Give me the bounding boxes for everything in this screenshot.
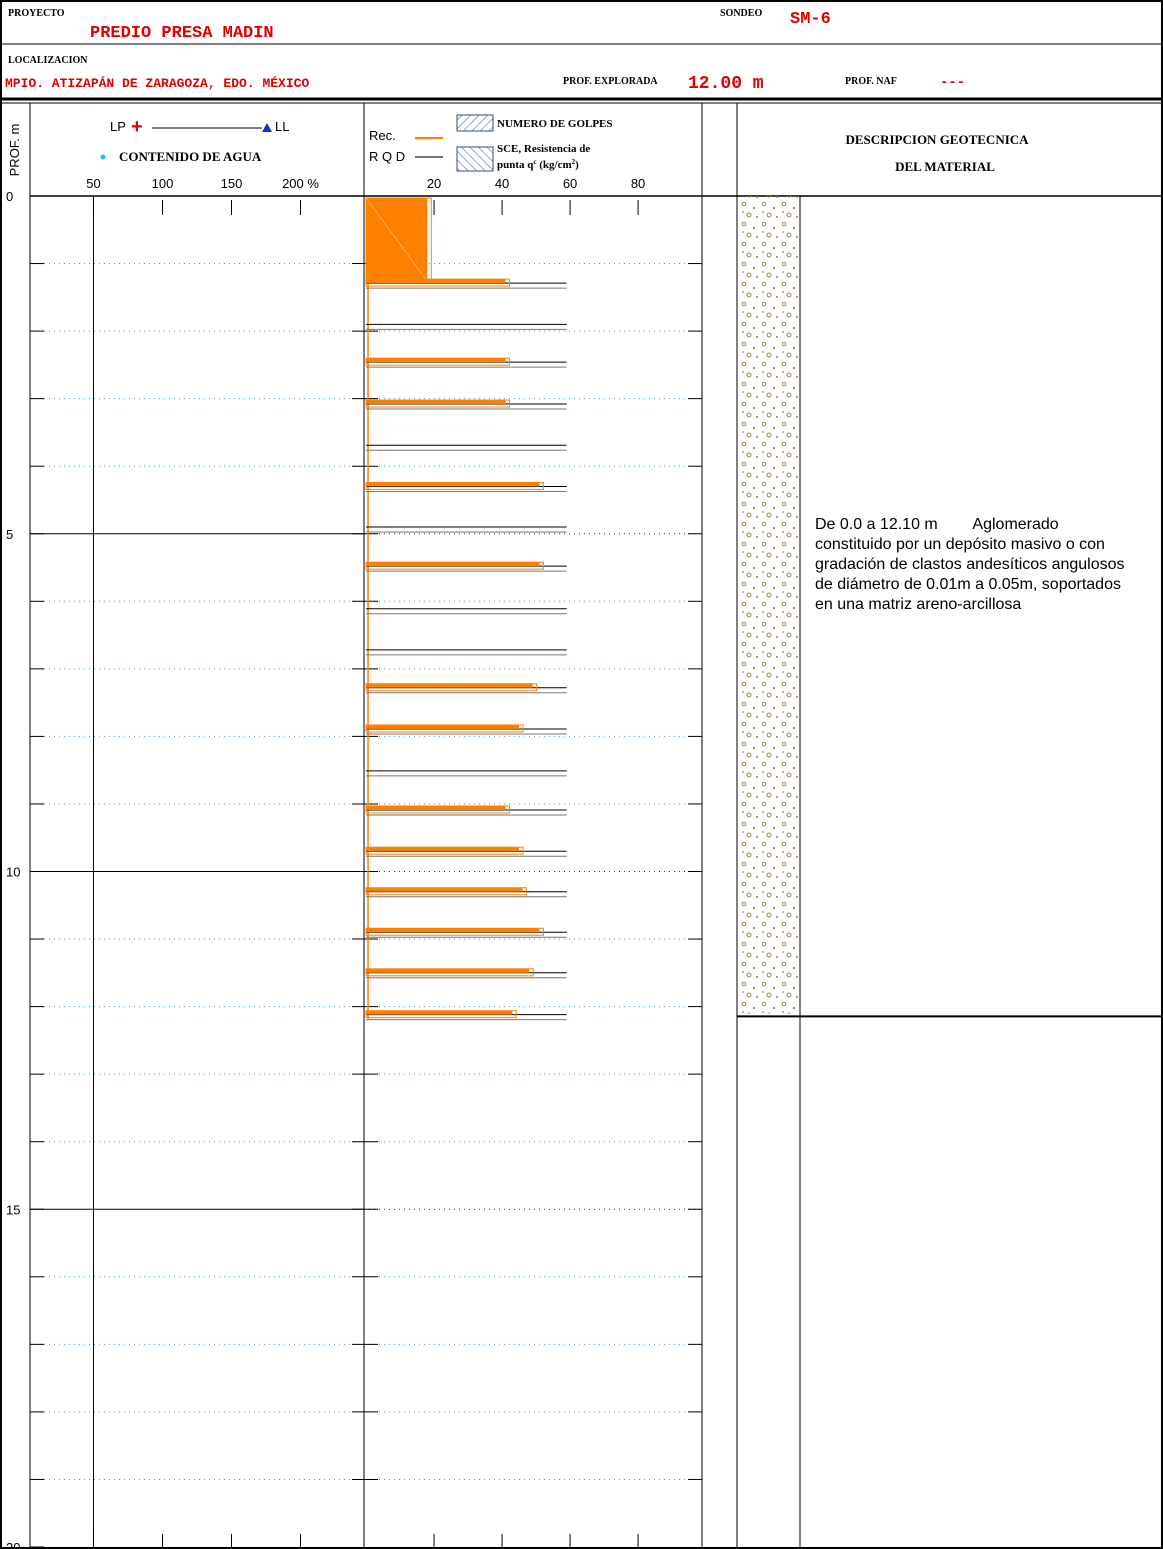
boring-label: SONDEO [720, 8, 762, 19]
description-text: en una matriz areno-arcillosa [815, 596, 1021, 613]
description-text: constituido por un depósito masivo o con [815, 536, 1105, 553]
golpes-bar [366, 847, 520, 852]
golpes-outline [365, 357, 510, 366]
y-tick-label: 10 [6, 865, 20, 880]
golpes-outline [365, 846, 524, 855]
golpes-outline [365, 399, 510, 408]
sce-unit: punta qc (kg/cm2) [497, 158, 579, 171]
golpes-bar [366, 279, 506, 284]
description-title: DEL MATERIAL [895, 159, 995, 174]
boring: SM-6 [790, 10, 831, 29]
lp-symbol: + [131, 116, 143, 138]
rqd-label: R Q D [369, 149, 405, 164]
golpes-bar [366, 887, 523, 892]
golpes-bar [366, 400, 506, 405]
y-tick-label: 5 [6, 527, 13, 542]
golpes-outline [365, 724, 524, 733]
x-tick-label: 100 [152, 176, 174, 191]
golpes-outline [365, 561, 544, 570]
golpes-bar [366, 928, 540, 933]
y-tick-label: 20 [6, 1540, 20, 1549]
golpes-bar [366, 806, 506, 811]
naf: --- [940, 75, 965, 91]
golpes-bar [366, 358, 506, 363]
sce-legend: SCE, Resistencia de [497, 143, 590, 155]
golpes-outline [365, 1010, 517, 1019]
x-tick-label: 40 [495, 176, 509, 191]
x-tick-label: 20 [427, 176, 441, 191]
block-diagonal [365, 197, 428, 282]
golpes-outline [365, 683, 538, 692]
lithology [738, 196, 800, 1014]
golpes-legend: NUMERO DE GOLPES [497, 118, 613, 130]
golpes-outline [365, 968, 534, 977]
golpes-bar [366, 683, 533, 688]
location-label: LOCALIZACION [8, 55, 88, 66]
golpes-outline [365, 805, 510, 814]
ll-label: LL [275, 119, 289, 134]
description-title: DESCRIPCION GEOTECNICA [845, 132, 1029, 147]
golpes-symbol [456, 114, 494, 132]
y-tick-label: 0 [6, 189, 13, 204]
golpes-bar [366, 562, 540, 567]
golpes-outline [365, 887, 527, 896]
y-tick-label: 15 [6, 1202, 20, 1217]
x-tick-label: 80 [631, 176, 645, 191]
ll-symbol [262, 123, 272, 132]
depth-label: PROF. m [7, 124, 22, 177]
golpes-outline [365, 927, 544, 936]
naf-label: PROF. NAF [845, 76, 897, 87]
golpes-bar [366, 968, 530, 973]
lp-label: LP [110, 119, 126, 134]
golpes-outline [365, 278, 510, 287]
description-text: De 0.0 a 12.10 m Aglomerado [815, 516, 1059, 533]
golpes-outline [365, 481, 544, 490]
golpes-bar [366, 1010, 513, 1015]
rec-label: Rec. [369, 128, 396, 143]
x-tick-label: 150 [221, 176, 243, 191]
description-text: de diámetro de 0.01m a 0.05m, soportados [815, 576, 1121, 593]
x-tick-label: 60 [563, 176, 577, 191]
description-text: gradación de clastos andesíticos angulos… [815, 556, 1125, 573]
project-label: PROYECTO [8, 8, 65, 19]
depth-explored: 12.00 m [688, 74, 764, 94]
moisture-legend: CONTENIDO DE AGUA [119, 149, 262, 164]
depth-explored-label: PROF. EXPLORADA [563, 76, 658, 87]
golpes-bar [366, 482, 540, 487]
sce-symbol [456, 146, 494, 172]
moisture-symbol [100, 154, 106, 160]
project: PREDIO PRESA MADIN [90, 24, 274, 43]
x-tick-label: 200 % [282, 176, 319, 191]
location: MPIO. ATIZAPÁN DE ZARAGOZA, EDO. MÉXICO [5, 76, 309, 91]
x-tick-label: 50 [86, 176, 100, 191]
golpes-bar [366, 724, 520, 729]
